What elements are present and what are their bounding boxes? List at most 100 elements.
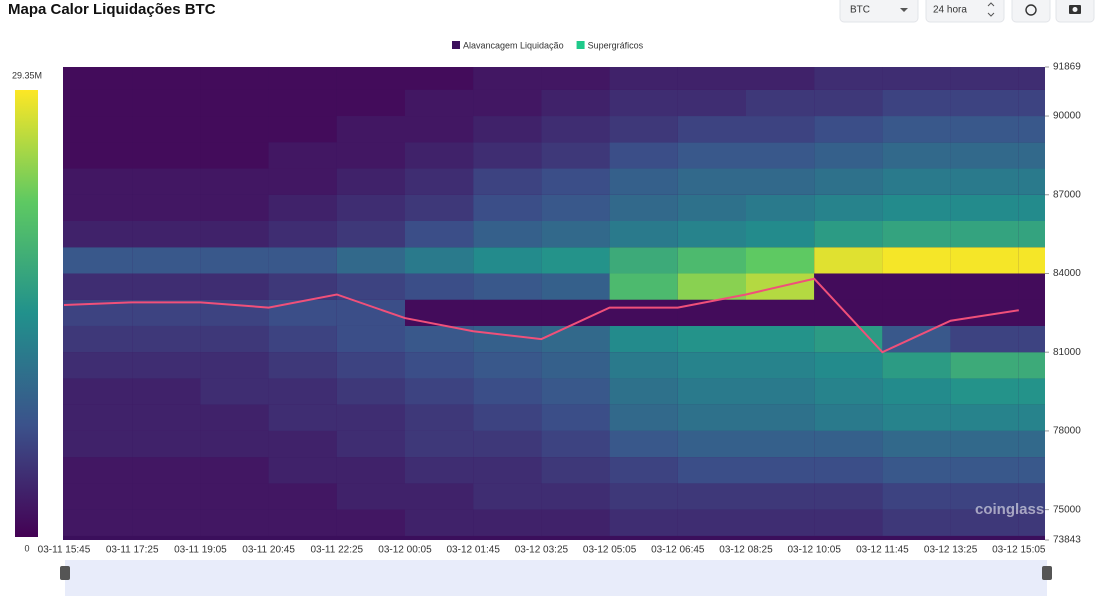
heat-cell [882, 221, 951, 248]
heat-cell [950, 509, 1019, 536]
heat-cell [132, 430, 201, 458]
heat-cell [405, 430, 474, 458]
refresh-button[interactable] [1011, 0, 1051, 23]
heat-cell [1018, 221, 1045, 248]
x-tick-label: 03-12 01:45 [447, 545, 501, 556]
heat-cell [609, 142, 678, 169]
heat-cell [746, 194, 815, 222]
heat-cell [132, 116, 201, 143]
heat-cell [473, 142, 542, 169]
heat-cell [541, 352, 610, 379]
heat-cell [473, 404, 542, 431]
heat-cell [677, 325, 746, 353]
heat-cell [677, 404, 746, 431]
heat-cell [405, 352, 474, 379]
heat-cell [268, 509, 337, 536]
x-tick-label: 03-12 08:25 [719, 545, 773, 556]
heat-cell [268, 378, 337, 405]
heat-cell [677, 194, 746, 222]
heat-cell [132, 378, 201, 405]
heat-cell [473, 273, 542, 300]
heat-cell [609, 221, 678, 248]
heat-cell [132, 89, 201, 117]
heat-cell [814, 378, 883, 405]
heat-cell [200, 89, 269, 117]
heat-cell [609, 89, 678, 117]
x-tick-label: 03-12 06:45 [651, 545, 705, 556]
heat-cell [200, 430, 269, 458]
symbol-select[interactable]: BTC [839, 0, 919, 23]
heat-cell [63, 194, 133, 222]
heat-cell [950, 116, 1019, 143]
heat-cell [677, 168, 746, 195]
heat-cell [609, 509, 678, 536]
heat-cell [63, 457, 133, 484]
heat-cell [814, 89, 883, 117]
range-select[interactable]: 24 hora [925, 0, 1005, 23]
heat-cell [132, 168, 201, 195]
heat-cell [200, 247, 269, 274]
heat-cell [814, 168, 883, 195]
x-tick-label: 03-12 15:05 [992, 545, 1046, 556]
heat-cell [473, 352, 542, 379]
price-line [63, 277, 1019, 354]
heat-cell [882, 247, 951, 274]
navigator-handle[interactable] [1042, 566, 1052, 580]
heat-cell [1018, 509, 1045, 536]
heat-cell [1018, 378, 1045, 405]
heat-cell [405, 299, 474, 326]
heat-cell [950, 378, 1019, 405]
heat-cell [405, 89, 474, 117]
heat-cell [132, 404, 201, 431]
heat-cell [268, 142, 337, 169]
y-tick-label: 75000 [1053, 504, 1081, 515]
heat-cell [882, 194, 951, 222]
heat-cell [132, 142, 201, 169]
navigator-handle[interactable] [60, 566, 70, 580]
heat-cell [609, 352, 678, 379]
heat-cell [541, 273, 610, 300]
heat-cell [200, 325, 269, 353]
heat-cell [814, 325, 883, 353]
heat-cell [63, 89, 133, 117]
heat-cell [63, 221, 133, 248]
heat-cell [541, 483, 610, 510]
heat-cell [268, 299, 337, 326]
heat-cell [1018, 67, 1045, 90]
heat-cell [405, 168, 474, 195]
heat-cell [677, 67, 746, 90]
heat-cell [132, 483, 201, 510]
heat-cell [336, 430, 405, 458]
heat-cell [814, 67, 883, 90]
heat-cell [746, 142, 815, 169]
heat-cell [1018, 404, 1045, 431]
screenshot-button[interactable] [1055, 0, 1095, 23]
heat-cell [541, 89, 610, 117]
heat-cell [132, 299, 201, 326]
heat-cell [746, 247, 815, 274]
heat-cell [336, 352, 405, 379]
heat-cell [200, 221, 269, 248]
heat-cell [63, 430, 133, 458]
heat-cell [677, 457, 746, 484]
heat-cell [63, 352, 133, 379]
y-tick-label: 78000 [1053, 426, 1081, 437]
heat-cell [882, 352, 951, 379]
heat-cell [609, 483, 678, 510]
heat-cell [746, 378, 815, 405]
heat-cell [405, 273, 474, 300]
heat-cell [63, 273, 133, 300]
heat-cell [882, 116, 951, 143]
heat-cell [473, 221, 542, 248]
heat-cell [746, 509, 815, 536]
heat-cell [405, 378, 474, 405]
heat-cell [814, 247, 883, 274]
heat-cell [1018, 142, 1045, 169]
heat-cell [746, 67, 815, 90]
heat-cell [336, 483, 405, 510]
heat-cell [1018, 194, 1045, 222]
heat-cell [882, 142, 951, 169]
heat-cell [541, 221, 610, 248]
x-tick-label: 03-12 03:25 [515, 545, 569, 556]
heat-cell [814, 221, 883, 248]
